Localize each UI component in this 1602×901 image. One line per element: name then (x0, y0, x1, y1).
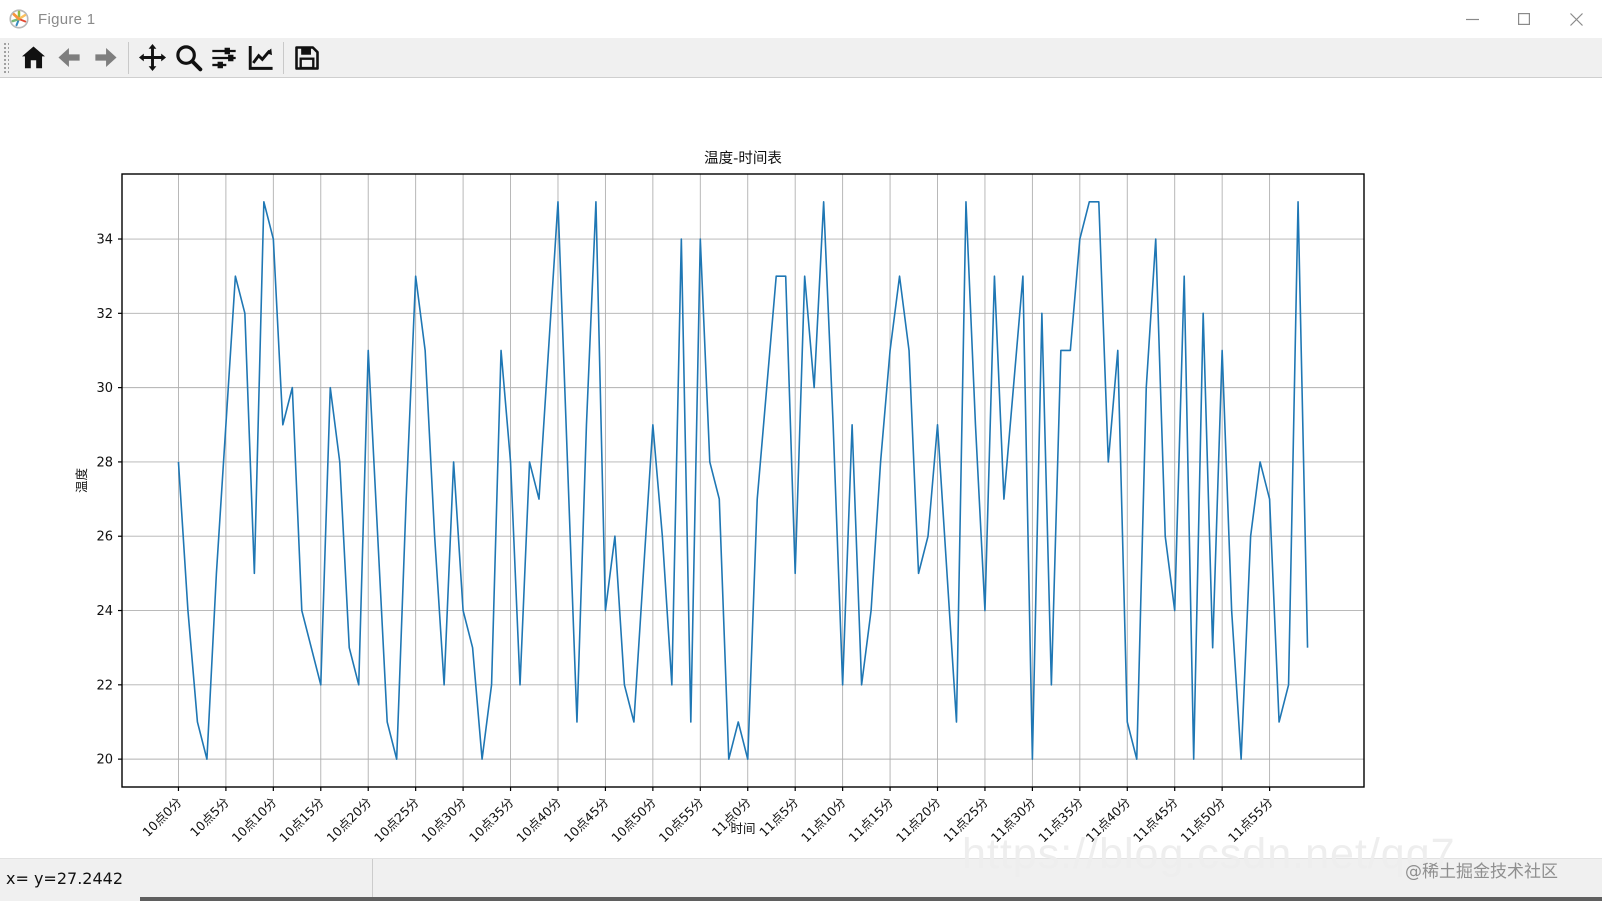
svg-text:11点10分: 11点10分 (798, 795, 849, 846)
toolbar-separator (128, 41, 129, 74)
svg-text:11点25分: 11点25分 (940, 795, 991, 846)
pan-button[interactable] (134, 41, 170, 75)
maximize-button[interactable] (1498, 0, 1550, 38)
svg-text:10点50分: 10点50分 (608, 795, 659, 846)
svg-text:34: 34 (96, 233, 113, 248)
edit-parameters-button[interactable] (242, 41, 278, 75)
svg-text:11点20分: 11点20分 (893, 795, 944, 846)
svg-text:10点15分: 10点15分 (276, 795, 327, 846)
svg-text:11点30分: 11点30分 (988, 795, 1039, 846)
matplotlib-logo-icon (9, 9, 29, 29)
status-bar-divider (372, 859, 373, 901)
configure-subplots-button[interactable] (206, 41, 242, 75)
maximize-icon (1518, 13, 1530, 25)
svg-text:10点45分: 10点45分 (561, 795, 612, 846)
svg-text:10点40分: 10点40分 (513, 795, 564, 846)
svg-text:26: 26 (96, 530, 113, 545)
svg-text:30: 30 (96, 381, 113, 396)
svg-text:10点10分: 10点10分 (229, 795, 280, 846)
svg-text:11点50分: 11点50分 (1177, 795, 1228, 846)
svg-text:11点15分: 11点15分 (845, 795, 896, 846)
svg-text:22: 22 (96, 678, 113, 693)
svg-text:20: 20 (96, 753, 113, 768)
back-button[interactable] (51, 41, 87, 75)
svg-text:11点40分: 11点40分 (1083, 795, 1134, 846)
title-bar: Figure 1 (0, 0, 1602, 38)
svg-text:24: 24 (96, 604, 113, 619)
svg-text:10点5分: 10点5分 (187, 795, 232, 840)
window-title: Figure 1 (38, 10, 96, 28)
forward-button[interactable] (87, 41, 123, 75)
svg-text:11点35分: 11点35分 (1035, 795, 1086, 846)
save-button[interactable] (289, 41, 325, 75)
pan-icon (138, 43, 166, 72)
window-bottom-edge (140, 897, 1602, 901)
svg-text:温度-时间表: 温度-时间表 (704, 150, 782, 167)
close-button[interactable] (1550, 0, 1602, 38)
minimize-button[interactable] (1446, 0, 1498, 38)
figure-canvas[interactable]: 20 22 24 26 28 30 32 34 10点0分 10点5分 10点10分 10点15分 10… (0, 78, 1602, 858)
svg-text:温度: 温度 (74, 468, 89, 494)
forward-arrow-icon (94, 48, 117, 67)
minimize-icon (1465, 18, 1479, 20)
navigation-toolbar (0, 38, 1602, 78)
svg-text:10点0分: 10点0分 (139, 795, 184, 840)
home-icon (21, 46, 45, 69)
save-floppy-icon (295, 45, 319, 70)
trend-chart-icon (248, 46, 273, 70)
svg-text:10点30分: 10点30分 (418, 795, 469, 846)
sliders-icon (212, 47, 236, 68)
magnifier-icon (175, 45, 202, 72)
svg-text:11点5分: 11点5分 (756, 795, 801, 840)
toolbar-grip[interactable] (3, 41, 9, 74)
svg-text:32: 32 (96, 307, 113, 322)
svg-text:时间: 时间 (730, 821, 755, 836)
svg-text:10点55分: 10点55分 (656, 795, 707, 846)
status-bar: x= y=27.2442 (0, 858, 1602, 901)
zoom-rect-button[interactable] (170, 41, 206, 75)
svg-text:28: 28 (96, 455, 113, 470)
back-arrow-icon (57, 48, 80, 67)
cursor-coordinates: x= y=27.2442 (6, 869, 123, 888)
close-icon (1569, 12, 1583, 26)
svg-text:11点55分: 11点55分 (1225, 795, 1276, 846)
toolbar-separator (283, 41, 284, 74)
home-button[interactable] (15, 41, 51, 75)
svg-text:11点45分: 11点45分 (1130, 795, 1181, 846)
svg-text:10点25分: 10点25分 (371, 795, 422, 846)
svg-text:10点20分: 10点20分 (324, 795, 375, 846)
svg-text:10点35分: 10点35分 (466, 795, 517, 846)
